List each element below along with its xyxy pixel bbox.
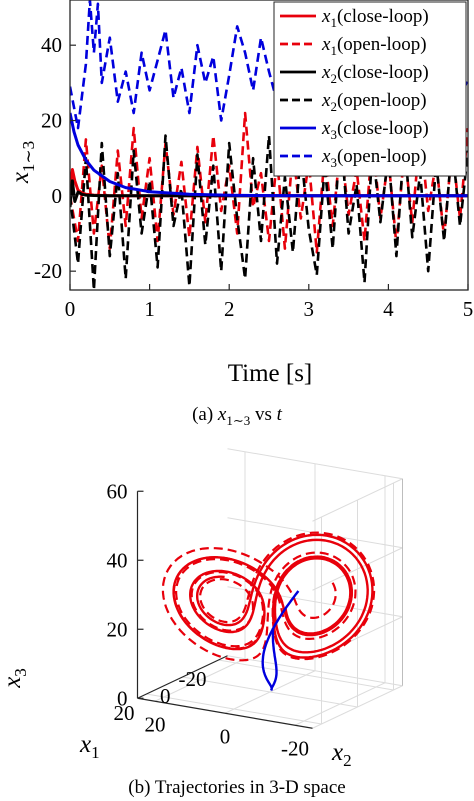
chart-a-ytick-label: 40 xyxy=(41,33,62,57)
chart-b-x3-tick-label: 20 xyxy=(107,617,128,641)
chart-a-axes-box xyxy=(69,0,469,291)
chart-b-grid xyxy=(136,448,403,729)
chart-b-x3-tick-label: 0 xyxy=(117,686,128,710)
caption-a: (a) x1∼3 vs t xyxy=(0,404,474,429)
chart-b-x1-tick-label: -20 xyxy=(179,667,207,691)
chart-b-xlabel-sym: x xyxy=(79,731,91,758)
chart-a-xtick-label: 1 xyxy=(144,297,155,321)
chart-b-zlabel: x3 xyxy=(0,668,30,689)
caption-a-mid: vs xyxy=(255,404,272,425)
chart-a-ytick-label: 20 xyxy=(41,109,62,133)
chart-a-legend-label: x3(open-loop) xyxy=(321,146,427,170)
chart-b-x1-tick-label: 0 xyxy=(160,684,171,708)
caption-a-prefix: (a) xyxy=(192,404,214,425)
chart-b-x2-tick-label: 0 xyxy=(220,724,231,748)
chart-a-legend-label: x2(close-loop) xyxy=(321,62,429,86)
chart-b-controlled-trajectory-2 xyxy=(270,628,278,690)
chart-a-legend-label: x3(close-loop) xyxy=(321,118,429,142)
chart-a-series-x3-close-loop- xyxy=(70,112,468,198)
chart-a-xtick-label: 2 xyxy=(224,297,235,321)
chart-a-legend-label: x1(open-loop) xyxy=(321,34,427,58)
chart-a-ylabel: x1∼3 xyxy=(7,141,38,184)
caption-a-sym: x xyxy=(217,404,227,425)
chart-b-gridline xyxy=(218,659,394,691)
chart-b-x2-tick-label: 20 xyxy=(145,712,166,736)
chart-b-x3-tick-label: 40 xyxy=(107,548,128,572)
chart-b-axis-line xyxy=(137,697,313,729)
caption-a-t: t xyxy=(276,404,282,425)
chart-a-ylabel-sub: 1∼3 xyxy=(19,141,38,172)
chart-a-series-x2-open-loop- xyxy=(70,130,468,290)
chart-b-zlabel-sub: 3 xyxy=(11,668,30,677)
chart-b-close-loop-trajectory xyxy=(172,533,374,659)
chart-b-controlled-trajectory xyxy=(261,590,300,692)
chart-a-series-x3-open-loop- xyxy=(70,0,468,130)
chart-b-xlabel-sub: 1 xyxy=(91,743,100,762)
chart-b-x1-tick-label: 20 xyxy=(114,701,135,725)
chart-b-ylabel-sym: x xyxy=(331,739,343,766)
chart-a-legend-label: x1(close-loop) xyxy=(321,6,429,30)
chart-a-series-x1-open-loop- xyxy=(70,111,468,254)
chart-a-legend-label: x2(open-loop) xyxy=(321,90,427,114)
chart-a-xtick-label: 3 xyxy=(304,297,315,321)
chart-b-plot-area xyxy=(161,531,376,692)
chart-b-gridline xyxy=(294,682,386,726)
chart-b-ylabel-sub: 2 xyxy=(343,751,352,770)
chart-b-ylabel: x2 xyxy=(331,739,352,770)
chart-a-legend: x1(close-loop) x1(open-loop) x2(close-loop… xyxy=(273,1,467,177)
chart-a-legend-box xyxy=(273,1,467,177)
chart-b-axis-line xyxy=(137,655,228,699)
chart-a-ytick-label: 0 xyxy=(52,184,63,208)
chart-a-xlabel: Time [s] xyxy=(228,360,313,387)
chart-a-ytick-label: -20 xyxy=(34,259,62,283)
chart-a-xtick-label: 4 xyxy=(383,297,394,321)
chart-b-gridline xyxy=(224,670,316,714)
chart-a-series-x2-close-loop- xyxy=(70,179,468,208)
chart-a-xtick-label: 0 xyxy=(65,297,76,321)
chart-b-x2-tick-label: -20 xyxy=(281,736,309,760)
caption-b: (b) Trajectories in 3-D space xyxy=(128,777,346,798)
chart-b-zlabel-sym: x xyxy=(0,677,26,689)
chart-a-plot-area xyxy=(70,0,468,290)
chart-a-ylabel-sym: x xyxy=(7,172,34,184)
chart-b-xlabel: x1 xyxy=(79,731,100,762)
chart-a-xtick-label: 5 xyxy=(463,297,474,321)
chart-b-x3-tick-label: 60 xyxy=(107,479,128,503)
caption-a-sub: 1∼3 xyxy=(226,412,251,428)
